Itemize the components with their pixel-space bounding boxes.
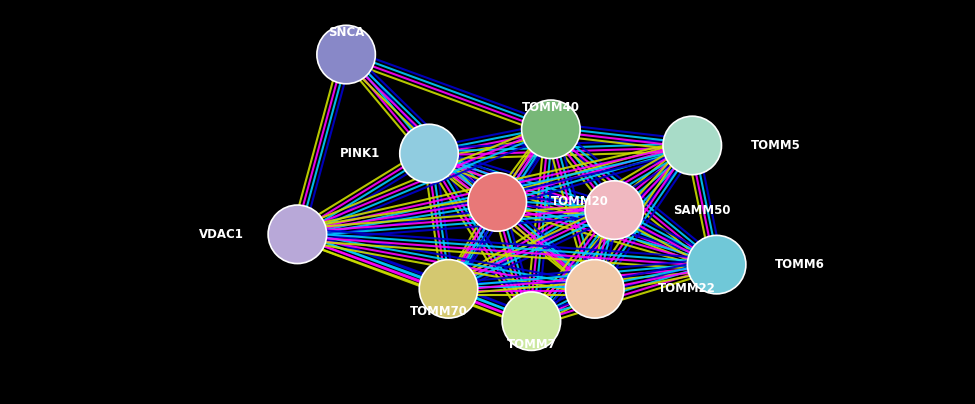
Text: TOMM40: TOMM40 [522, 101, 580, 114]
Text: TOMM6: TOMM6 [775, 258, 825, 271]
Text: SNCA: SNCA [328, 26, 365, 39]
Circle shape [419, 260, 478, 318]
Circle shape [502, 292, 561, 350]
Circle shape [268, 205, 327, 263]
Circle shape [400, 124, 458, 183]
Circle shape [317, 25, 375, 84]
Text: VDAC1: VDAC1 [199, 228, 244, 241]
Text: PINK1: PINK1 [340, 147, 380, 160]
Circle shape [663, 116, 722, 175]
Circle shape [566, 260, 624, 318]
Text: TOMM22: TOMM22 [658, 282, 716, 295]
Circle shape [687, 236, 746, 294]
Text: TOMM70: TOMM70 [410, 305, 468, 318]
Text: TOMM20: TOMM20 [551, 196, 608, 208]
Circle shape [522, 100, 580, 158]
Circle shape [468, 173, 526, 231]
Circle shape [585, 181, 644, 239]
Text: TOMM5: TOMM5 [751, 139, 800, 152]
Text: TOMM7: TOMM7 [506, 338, 557, 351]
Text: SAMM50: SAMM50 [673, 204, 730, 217]
